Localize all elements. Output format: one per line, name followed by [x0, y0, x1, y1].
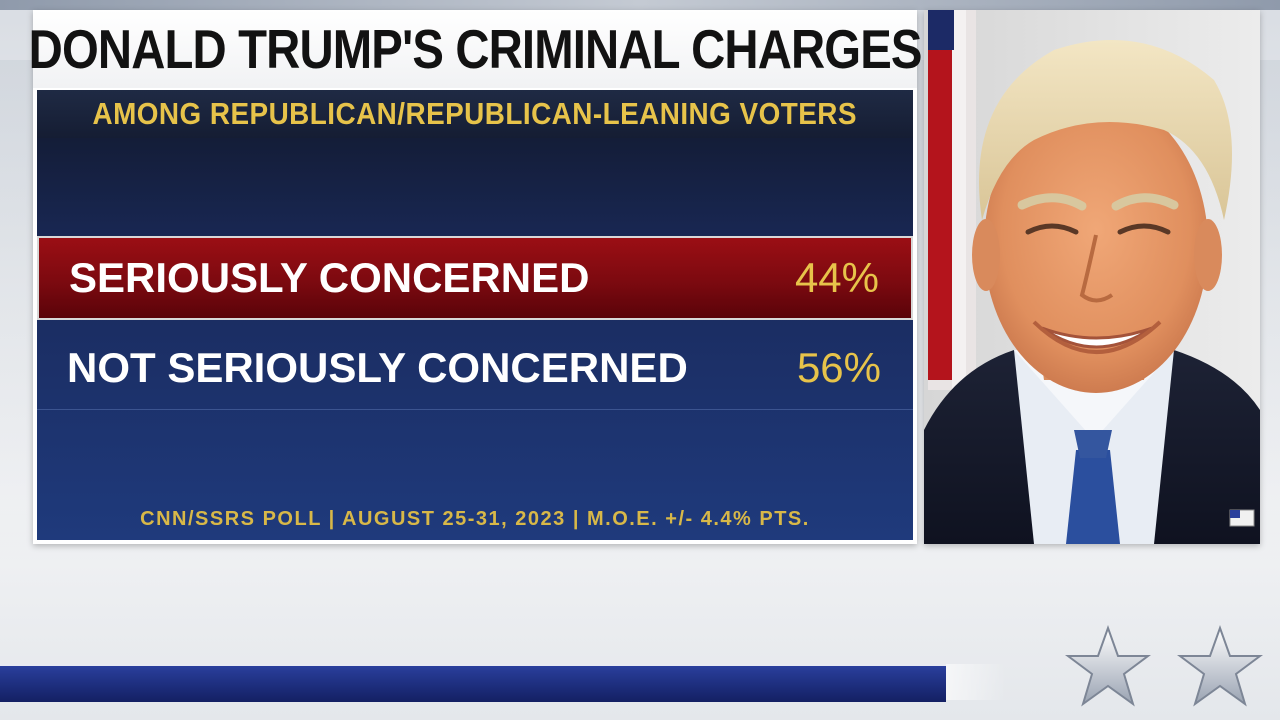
title-bar: DONALD TRUMP'S CRIMINAL CHARGES	[29, 10, 922, 88]
bottom-bar-shine	[946, 664, 1006, 700]
result-value: 44%	[794, 254, 879, 301]
poll-source: CNN/SSRS POLL | AUGUST 25-31, 2023 | M.O…	[140, 508, 810, 530]
decorative-stars	[1065, 625, 1263, 707]
result-row-not-seriously-concerned: NOT SERIOUSLY CONCERNED 56%	[37, 326, 913, 410]
result-label: NOT SERIOUSLY CONCERNED	[67, 343, 688, 391]
top-strip	[0, 0, 1280, 10]
portrait-photo	[924, 10, 1260, 544]
graphic-subtitle: AMONG REPUBLICAN/REPUBLICAN-LEANING VOTE…	[92, 96, 858, 131]
subtitle-bar: AMONG REPUBLICAN/REPUBLICAN-LEANING VOTE…	[37, 90, 913, 138]
result-row-seriously-concerned: SERIOUSLY CONCERNED 44%	[37, 236, 913, 320]
portrait-illustration	[924, 10, 1260, 544]
star-icon	[1177, 625, 1263, 707]
poll-graphic-panel: DONALD TRUMP'S CRIMINAL CHARGES AMONG RE…	[29, 10, 922, 544]
result-label: SERIOUSLY CONCERNED	[69, 254, 590, 301]
graphic-title: DONALD TRUMP'S CRIMINAL CHARGES	[28, 18, 923, 80]
result-value: 56%	[796, 343, 881, 391]
star-icon	[1065, 625, 1151, 707]
bottom-blue-bar	[0, 664, 946, 702]
poll-results-area: SERIOUSLY CONCERNED 44% NOT SERIOUSLY CO…	[37, 138, 913, 540]
